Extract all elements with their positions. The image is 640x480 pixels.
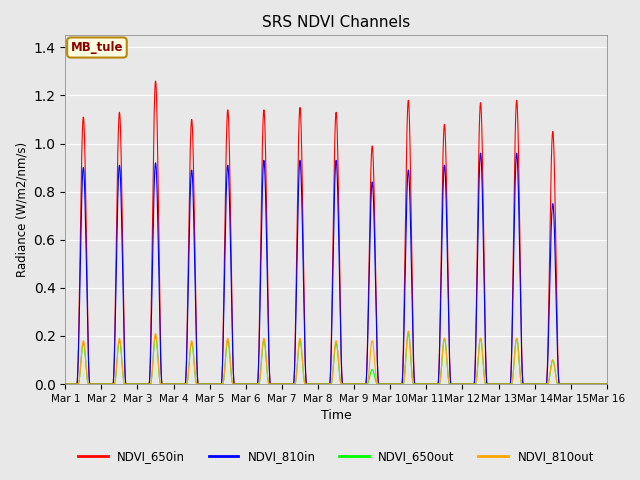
- Y-axis label: Radiance (W/m2/nm/s): Radiance (W/m2/nm/s): [15, 142, 28, 277]
- NDVI_810out: [411, 381, 419, 387]
- NDVI_810in: [172, 381, 179, 387]
- NDVI_650out: [264, 378, 272, 384]
- NDVI_810out: [61, 381, 69, 387]
- NDVI_650out: [603, 381, 611, 387]
- NDVI_650in: [264, 306, 272, 312]
- Text: MB_tule: MB_tule: [70, 41, 123, 54]
- NDVI_810out: [488, 381, 495, 387]
- NDVI_810out: [264, 378, 272, 384]
- NDVI_650in: [411, 381, 419, 387]
- NDVI_810in: [601, 381, 609, 387]
- NDVI_810in: [264, 316, 272, 322]
- NDVI_810in: [488, 381, 495, 387]
- NDVI_650out: [404, 331, 412, 336]
- NDVI_650in: [172, 381, 179, 387]
- Line: NDVI_650in: NDVI_650in: [65, 81, 607, 384]
- NDVI_810out: [404, 328, 412, 334]
- Legend: NDVI_650in, NDVI_810in, NDVI_650out, NDVI_810out: NDVI_650in, NDVI_810in, NDVI_650out, NDV…: [74, 446, 598, 468]
- NDVI_650out: [601, 381, 609, 387]
- NDVI_650in: [601, 381, 609, 387]
- NDVI_810out: [177, 381, 185, 387]
- Title: SRS NDVI Channels: SRS NDVI Channels: [262, 15, 410, 30]
- NDVI_810in: [177, 381, 185, 387]
- NDVI_650in: [488, 381, 495, 387]
- Line: NDVI_650out: NDVI_650out: [65, 334, 607, 384]
- NDVI_650out: [488, 381, 495, 387]
- NDVI_650out: [61, 381, 69, 387]
- NDVI_650in: [61, 381, 69, 387]
- X-axis label: Time: Time: [321, 409, 351, 422]
- NDVI_810out: [601, 381, 609, 387]
- NDVI_810in: [603, 381, 611, 387]
- NDVI_650in: [152, 78, 159, 84]
- Line: NDVI_810out: NDVI_810out: [65, 331, 607, 384]
- NDVI_810out: [172, 381, 179, 387]
- NDVI_650out: [411, 381, 419, 387]
- Line: NDVI_810in: NDVI_810in: [65, 153, 607, 384]
- NDVI_810out: [603, 381, 611, 387]
- NDVI_810in: [61, 381, 69, 387]
- NDVI_650out: [172, 381, 179, 387]
- NDVI_810in: [411, 381, 419, 387]
- NDVI_650in: [603, 381, 611, 387]
- NDVI_650in: [177, 381, 185, 387]
- NDVI_810in: [513, 150, 520, 156]
- NDVI_650out: [177, 381, 185, 387]
